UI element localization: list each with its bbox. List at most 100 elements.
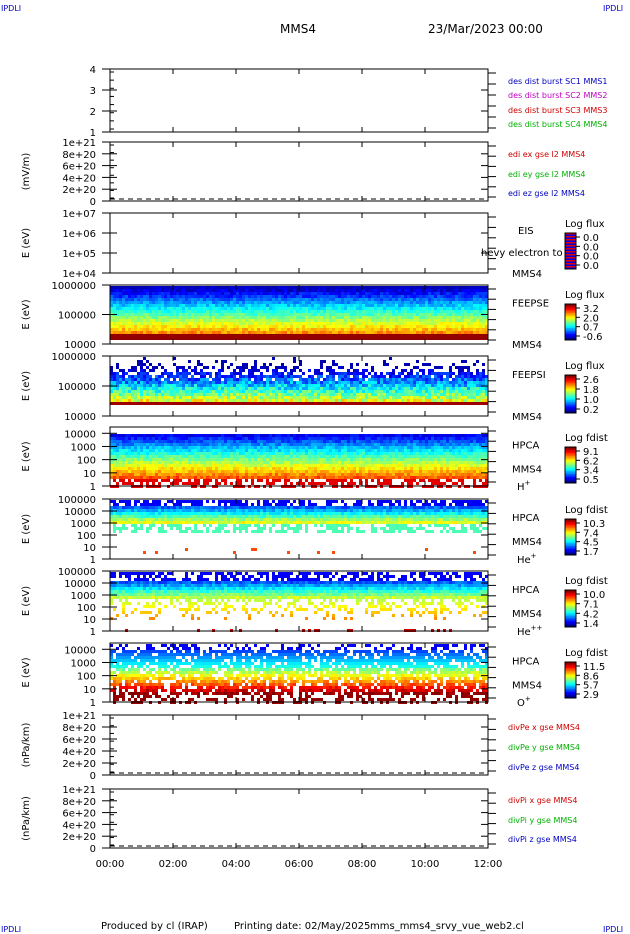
heatmap-cell: [137, 387, 140, 390]
heatmap-cell: [374, 372, 377, 375]
heatmap-cell: [413, 319, 416, 322]
colorbar-tick-label: 2.0: [583, 313, 599, 324]
heatmap-cell: [110, 292, 113, 295]
heatmap-cell: [209, 387, 212, 390]
heatmap-cell: [341, 393, 344, 396]
heatmap-cell: [350, 325, 353, 328]
heatmap-cell: [257, 384, 260, 387]
heatmap-cell: [167, 286, 170, 289]
heatmap-cell: [461, 310, 464, 313]
heatmap-cell: [407, 316, 410, 319]
heatmap-cell: [485, 322, 488, 325]
heatmap-cell: [392, 393, 395, 396]
heatmap-cell: [416, 322, 419, 325]
heatmap-cell: [266, 292, 269, 295]
heatmap-cell: [239, 399, 242, 402]
heatmap-cell: [245, 464, 248, 467]
heatmap-cell: [365, 331, 368, 334]
heatmap-cell: [188, 399, 191, 402]
heatmap-cell: [197, 378, 200, 381]
heatmap-cell: [191, 402, 194, 405]
heatmap-cell: [203, 325, 206, 328]
heatmap-cell: [290, 304, 293, 307]
heatmap-cell: [389, 304, 392, 307]
heatmap-cell: [434, 307, 437, 310]
heatmap-cell: [206, 390, 209, 393]
heatmap-cell: [299, 396, 302, 399]
heatmap-cell: [266, 396, 269, 399]
heatmap-cell: [206, 313, 209, 316]
heatmap-cell: [149, 334, 152, 337]
heatmap-cell: [257, 473, 260, 476]
heatmap-cell: [194, 393, 197, 396]
heatmap-cell: [269, 316, 272, 319]
heatmap-cell: [428, 301, 431, 304]
heatmap-cell: [245, 384, 248, 387]
heatmap-cell: [446, 328, 449, 331]
heatmap-cell: [128, 482, 131, 485]
heatmap-cell: [176, 396, 179, 399]
heatmap-cell: [221, 310, 224, 313]
heatmap-cell: [422, 337, 425, 340]
overlay-text: hevy electron to: [481, 248, 563, 259]
heatmap-cell: [110, 328, 113, 331]
heatmap-cell: [215, 322, 218, 325]
heatmap-cell: [326, 396, 329, 399]
heatmap-cell: [161, 464, 164, 467]
heatmap-cell: [263, 295, 266, 298]
heatmap-cell: [329, 366, 332, 369]
heatmap-cell: [236, 452, 239, 455]
heatmap-cell: [152, 322, 155, 325]
heatmap-cell: [353, 381, 356, 384]
heatmap-cell: [293, 286, 296, 289]
heatmap-cell: [146, 479, 149, 482]
heatmap-cell: [125, 434, 128, 437]
heatmap-cell: [338, 387, 341, 390]
heatmap-cell: [212, 328, 215, 331]
heatmap-cell: [248, 458, 251, 461]
heatmap-cell: [422, 301, 425, 304]
heatmap-cell: [374, 313, 377, 316]
heatmap-cell: [362, 337, 365, 340]
heatmap-cell: [161, 310, 164, 313]
heatmap-cell: [215, 387, 218, 390]
heatmap-cell: [176, 473, 179, 476]
heatmap-cell: [335, 372, 338, 375]
heatmap-cell: [119, 304, 122, 307]
heatmap-cell: [452, 384, 455, 387]
heatmap-cell: [467, 375, 470, 378]
heatmap-cell: [179, 393, 182, 396]
heatmap-cell: [242, 470, 245, 473]
heatmap-cell: [275, 366, 278, 369]
heatmap-cell: [404, 331, 407, 334]
heatmap-cell: [293, 313, 296, 316]
heatmap-cell: [110, 331, 113, 334]
heatmap-cell: [263, 461, 266, 464]
heatmap-cell: [485, 375, 488, 378]
heatmap-cell: [404, 396, 407, 399]
heatmap-cell: [395, 387, 398, 390]
heatmap-cell: [389, 295, 392, 298]
heatmap-cell: [305, 319, 308, 322]
heatmap-cell: [353, 295, 356, 298]
heatmap-cell: [218, 295, 221, 298]
heatmap-cell: [158, 399, 161, 402]
heatmap-cell: [143, 443, 146, 446]
heatmap-cell: [128, 479, 131, 482]
heatmap-cell: [218, 458, 221, 461]
heatmap-cell: [398, 313, 401, 316]
heatmap-cell: [164, 328, 167, 331]
heatmap-cell: [299, 316, 302, 319]
heatmap-cell: [236, 298, 239, 301]
heatmap-cell: [356, 289, 359, 292]
heatmap-cell: [203, 482, 206, 485]
heatmap-cell: [476, 295, 479, 298]
heatmap-cell: [176, 458, 179, 461]
heatmap-cell: [479, 337, 482, 340]
heatmap-cell: [140, 467, 143, 470]
heatmap-cell: [209, 464, 212, 467]
heatmap-cell: [128, 443, 131, 446]
heatmap-cell: [392, 390, 395, 393]
heatmap-cell: [269, 328, 272, 331]
heatmap-cell: [116, 476, 119, 479]
